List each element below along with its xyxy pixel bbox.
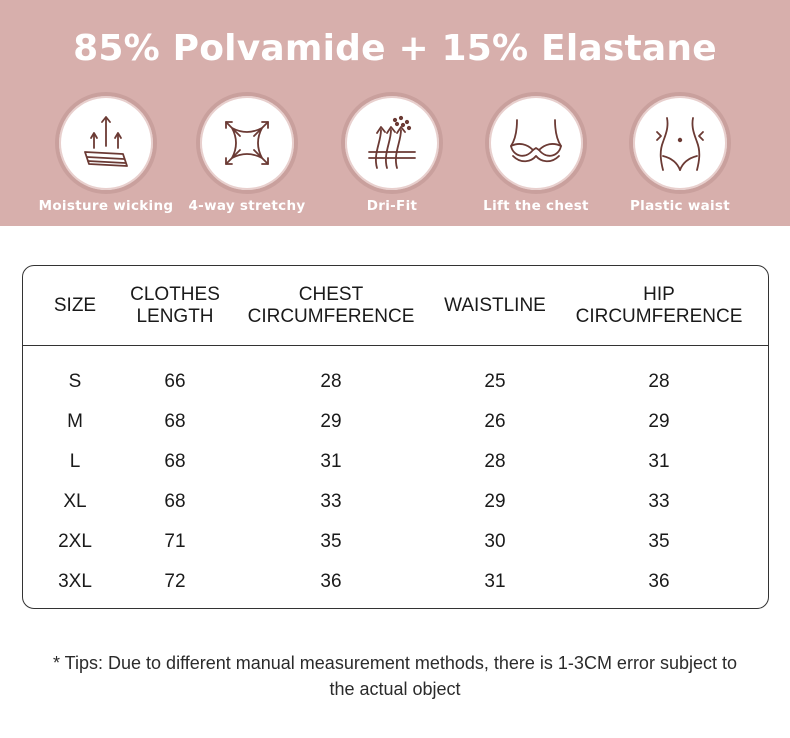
size-cell: S [68,371,82,392]
feature-label: Lift the chest [483,198,589,214]
waist-cell: 28 [484,451,506,472]
chest-cell: 35 [320,531,342,552]
hip-cell: 36 [648,571,670,592]
feature-label: Moisture wicking [38,198,174,214]
table-row: XL 68 33 29 33 [23,482,768,522]
length-cell: 68 [164,491,186,512]
feature-label: Dri-Fit [366,198,418,214]
size-cell: 3XL [58,571,92,592]
feature-lift-chest: Lift the chest [466,92,606,214]
feature-plastic-waist: Plastic waist [610,92,750,214]
length-cell: 68 [164,411,186,432]
waist-cell: 26 [484,411,506,432]
length-cell: 71 [164,531,186,552]
chest-cell: 28 [320,371,342,392]
chest-cell: 29 [320,411,342,432]
material-banner: 85% Polvamide + 15% Elastane Moisture wi… [0,0,790,226]
feature-dri-fit: Dri-Fit [322,92,462,214]
hip-cell: 29 [648,411,670,432]
header-waistline: WAISTLINE [444,295,546,316]
table-row: S 66 28 25 28 [23,362,768,402]
size-cell: XL [63,491,87,512]
hip-cell: 31 [648,451,670,472]
size-cell: 2XL [58,531,92,552]
header-clothes-length: CLOTHES LENGTH [130,284,220,327]
waist-cell: 30 [484,531,506,552]
feature-icon-circle [485,92,587,194]
length-cell: 66 [164,371,186,392]
table-row: 3XL 72 36 31 36 [23,562,768,602]
waist-cell: 31 [484,571,506,592]
waist-cell: 25 [484,371,506,392]
length-cell: 68 [164,451,186,472]
moisture-wicking-icon [84,116,128,167]
table-body: S 66 28 25 28 M 68 29 26 29 L 68 31 28 3… [23,362,768,602]
feature-icon-circle [196,92,298,194]
header-chest-circumference: CHEST CIRCUMFERENCE [247,284,415,327]
dri-fit-icon [368,115,416,169]
hip-cell: 35 [648,531,670,552]
chest-cell: 33 [320,491,342,512]
length-cell: 72 [164,571,186,592]
table-row: 2XL 71 35 30 35 [23,522,768,562]
table-row: M 68 29 26 29 [23,402,768,442]
feature-icon-circle [341,92,443,194]
feature-icon-circle [55,92,157,194]
measurement-tips: * Tips: Due to different manual measurem… [53,653,737,699]
chest-cell: 31 [320,451,342,472]
size-cell: M [67,411,83,432]
size-cell: L [69,451,81,472]
feature-moisture-wicking: Moisture wicking [36,92,176,214]
table-header-row: SIZE CLOTHES LENGTH CHEST CIRCUMFERENCE … [23,266,768,346]
waist-shaping-icon [656,117,704,171]
feature-icon-circle [629,92,731,194]
table-row: L 68 31 28 31 [23,442,768,482]
chest-cell: 36 [320,571,342,592]
header-hip-circumference: HIP CIRCUMFERENCE [575,284,743,327]
material-title: 85% Polvamide + 15% Elastane [73,28,717,69]
size-chart-table: SIZE CLOTHES LENGTH CHEST CIRCUMFERENCE … [22,265,769,609]
feature-label: 4-way stretchy [188,198,306,214]
hip-cell: 28 [648,371,670,392]
bra-lift-icon [510,119,562,163]
header-size: SIZE [53,295,97,316]
waist-cell: 29 [484,491,506,512]
feature-label: Plastic waist [629,198,731,214]
hip-cell: 33 [648,491,670,512]
feature-four-way-stretch: 4-way stretchy [177,92,317,214]
four-way-stretch-icon [225,121,269,165]
